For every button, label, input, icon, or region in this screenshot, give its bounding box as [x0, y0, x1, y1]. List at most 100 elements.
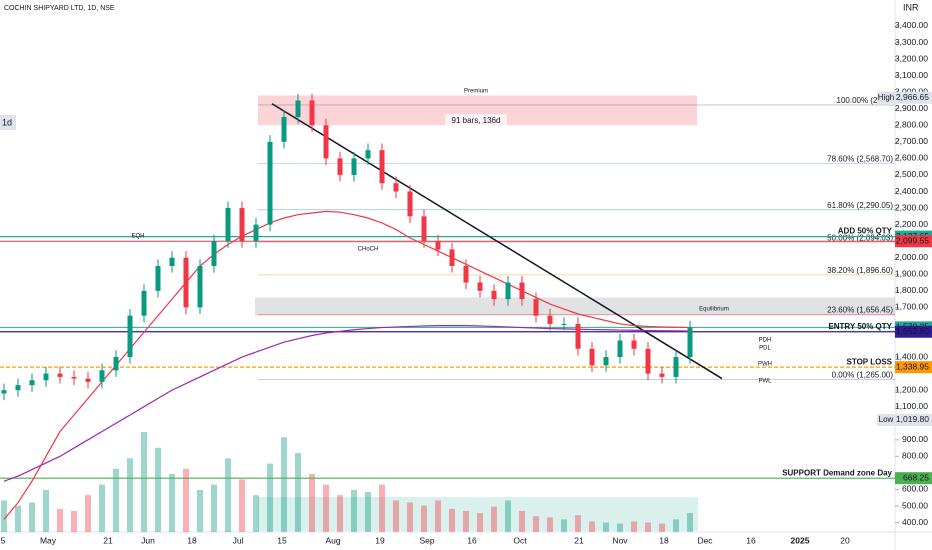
fib-label: 23.60% (1,656.45): [827, 306, 893, 315]
volume-bar: [491, 506, 497, 532]
candle-body: [113, 357, 119, 371]
volume-bar: [393, 500, 399, 532]
x-tick-label: Jun: [141, 535, 155, 545]
chart-title: COCHIN SHIPYARD LTD, 1D, NSE: [4, 5, 115, 12]
candle-body: [379, 150, 385, 184]
candle-body: [519, 282, 525, 300]
candle-body: [421, 216, 427, 242]
fib-label: 61.80% (2,290.05): [827, 201, 893, 210]
volume-bar: [141, 432, 147, 532]
y-tick-label: 2,600.00: [895, 153, 928, 163]
volume-bar: [407, 502, 413, 532]
candle-body: [309, 100, 315, 126]
trendline: [271, 103, 723, 380]
candle-body: [477, 282, 483, 291]
price-tag-label: 1,552.80: [896, 326, 929, 336]
y-tick-label: 3,200.00: [895, 53, 928, 63]
candle-body: [407, 191, 413, 217]
volume-bar: [57, 508, 63, 532]
volume-bar: [309, 474, 315, 532]
volume-bar: [43, 489, 49, 532]
volume-bar: [71, 510, 77, 532]
annotation: CHoCH: [358, 247, 379, 253]
level-label: ENTRY 50% QTY: [828, 322, 892, 331]
x-tick-label: 18: [659, 535, 669, 545]
volume-bar: [323, 484, 329, 532]
price-tag-label: 1,338.95: [896, 361, 929, 371]
price-tag: [895, 325, 932, 338]
annotation: 91 bars, 136d: [452, 116, 501, 125]
volume-bar: [281, 437, 287, 532]
y-tick-label: 2,500.00: [895, 169, 928, 179]
candle-body: [141, 290, 147, 316]
candle-body: [533, 299, 539, 316]
x-tick-label: Nov: [612, 535, 628, 545]
volume-bar: [127, 458, 133, 532]
fib-label: 38.20% (1,896.60): [827, 266, 893, 275]
side-tag-label: Low: [879, 415, 894, 424]
volume-bar: [337, 495, 343, 532]
candle-body: [687, 327, 693, 358]
candle-body: [253, 224, 259, 242]
fib-label: 100.00% (2,923: [837, 96, 894, 105]
y-tick-label: 2,200.00: [895, 219, 928, 229]
candle-body: [267, 141, 273, 225]
volume-bar: [547, 517, 553, 532]
price-tag: [895, 472, 932, 485]
volume-bar: [463, 510, 469, 532]
x-tick-label: 20: [840, 535, 850, 545]
volume-bar: [505, 500, 511, 532]
candle-body: [197, 266, 203, 308]
side-tag: [877, 413, 895, 426]
annotation: Premium: [464, 89, 488, 95]
price-tag-label: 2,099.55: [896, 235, 929, 245]
candle-body: [351, 158, 357, 175]
x-tick-label: 21: [574, 535, 584, 545]
x-tick-label: Aug: [325, 535, 340, 545]
candle-body: [239, 208, 245, 242]
y-tick-label: 2,900.00: [895, 103, 928, 113]
candle-body: [183, 257, 189, 308]
y-tick-label: 3,400.00: [895, 20, 928, 30]
y-tick-label: 2,000.00: [895, 252, 928, 262]
price-tag-label: 668.25: [903, 472, 929, 482]
candle-body: [365, 150, 371, 159]
annotation: PWL: [758, 379, 772, 385]
volume-bar: [519, 510, 525, 532]
price-tag: [895, 413, 932, 426]
candle-body: [617, 340, 623, 358]
y-tick-label: 1,800.00: [895, 285, 928, 295]
side-tag-label: High: [878, 93, 894, 102]
price-tag-label: 2,966.65: [896, 92, 929, 102]
volume-bar: [197, 489, 203, 532]
y-tick-label: 600.00: [902, 484, 928, 494]
annotation: PDL: [759, 346, 771, 352]
candle-body: [561, 323, 567, 325]
annotation: Equilibrium: [699, 307, 729, 313]
volume-bar: [365, 492, 371, 532]
price-tag: [895, 91, 932, 104]
volume-bar: [99, 484, 105, 532]
candle-body: [659, 373, 665, 377]
candle-body: [631, 340, 637, 349]
y-tick-label: 1,700.00: [895, 302, 928, 312]
y-tick-label: 2,400.00: [895, 186, 928, 196]
x-tick-label: Oct: [513, 535, 527, 545]
annotation: EQH: [131, 234, 144, 240]
y-tick-label: 1,100.00: [895, 401, 928, 411]
volume-bar: [155, 447, 161, 532]
volume-bar: [15, 505, 21, 532]
y-tick-label: 400.00: [902, 517, 928, 527]
level-label: STOP LOSS: [847, 357, 893, 366]
volume-bar: [239, 479, 245, 532]
candle-body: [575, 323, 581, 349]
interval-box: [0, 115, 16, 130]
y-tick-label: 1,400.00: [895, 351, 928, 361]
candle-body: [1, 390, 7, 394]
x-tick-label: 16: [467, 535, 477, 545]
x-tick-label: Jul: [233, 535, 244, 545]
x-tick-label: 15: [277, 535, 287, 545]
measure-box: [445, 114, 507, 128]
x-tick-label: Dec: [697, 535, 713, 545]
